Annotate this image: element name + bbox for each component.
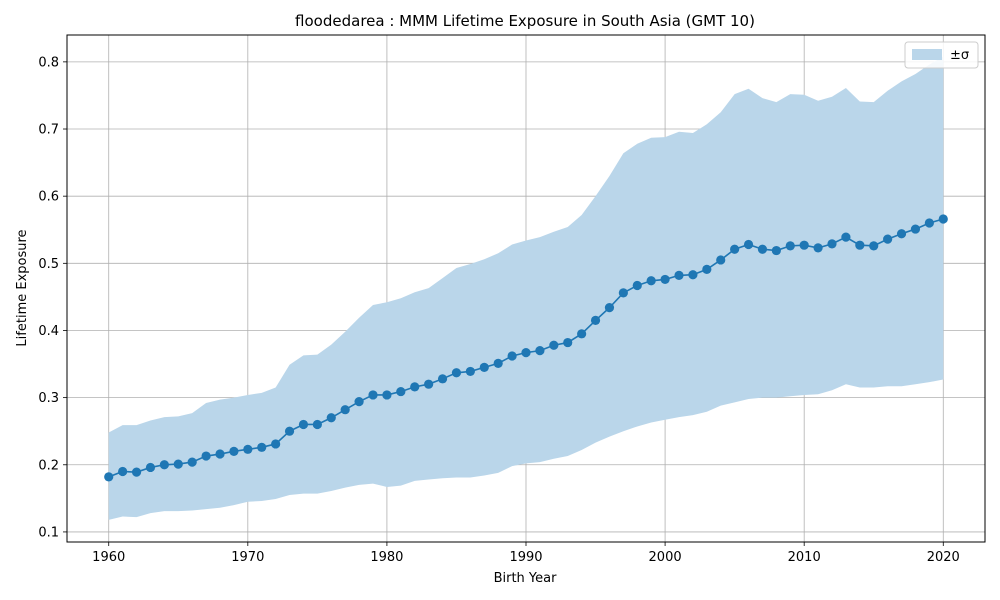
mean-points bbox=[104, 214, 948, 482]
mean-point bbox=[702, 264, 712, 274]
mean-point bbox=[465, 366, 475, 377]
mean-point bbox=[716, 255, 726, 265]
mean-point bbox=[229, 446, 239, 456]
x-tick-label: 1970 bbox=[231, 550, 264, 565]
mean-point bbox=[535, 346, 545, 356]
mean-point bbox=[271, 439, 281, 449]
mean-point bbox=[340, 405, 350, 415]
mean-point bbox=[799, 240, 809, 250]
x-tick-label: 2020 bbox=[927, 550, 960, 565]
y-axis-ticks: 0.1 0.2 0.3 0.4 0.5 0.6 0.7 0.8 bbox=[38, 55, 67, 540]
y-tick-label: 0.5 bbox=[38, 257, 59, 272]
mean-point bbox=[896, 229, 907, 239]
mean-point bbox=[173, 459, 183, 469]
mean-point bbox=[326, 413, 336, 423]
mean-point bbox=[118, 466, 128, 477]
mean-point bbox=[660, 274, 670, 285]
mean-point bbox=[674, 270, 684, 281]
mean-point bbox=[145, 462, 156, 473]
y-tick-label: 0.8 bbox=[38, 55, 59, 70]
mean-point bbox=[632, 280, 642, 291]
mean-point bbox=[507, 351, 517, 361]
x-tick-label: 2010 bbox=[788, 550, 821, 565]
mean-point bbox=[590, 315, 601, 325]
x-tick-label: 1960 bbox=[92, 550, 125, 565]
x-tick-label: 1990 bbox=[509, 550, 542, 565]
mean-point bbox=[521, 348, 531, 358]
x-axis-ticks: 1960 1970 1980 1990 2000 2010 2020 bbox=[92, 542, 960, 565]
mean-point bbox=[159, 460, 169, 470]
mean-point bbox=[604, 303, 615, 313]
mean-point bbox=[730, 244, 740, 254]
mean-point bbox=[354, 397, 364, 407]
y-tick-label: 0.4 bbox=[38, 324, 59, 339]
mean-point bbox=[424, 379, 434, 389]
mean-point bbox=[743, 239, 754, 250]
sigma-band bbox=[108, 56, 944, 520]
mean-point bbox=[298, 419, 309, 430]
y-tick-label: 0.6 bbox=[38, 190, 59, 205]
mean-point bbox=[284, 426, 295, 436]
mean-point bbox=[618, 288, 628, 298]
mean-point bbox=[104, 472, 114, 482]
mean-point bbox=[493, 358, 503, 368]
x-axis-label: Birth Year bbox=[494, 571, 558, 586]
y-axis-label: Lifetime Exposure bbox=[15, 229, 30, 346]
legend-swatch-sigma bbox=[912, 49, 942, 60]
mean-point bbox=[243, 444, 253, 454]
mean-point bbox=[688, 270, 698, 280]
mean-point bbox=[577, 329, 587, 339]
mean-point bbox=[883, 234, 893, 244]
mean-point bbox=[396, 386, 406, 397]
mean-point bbox=[910, 224, 921, 234]
mean-point bbox=[869, 241, 879, 251]
mean-point bbox=[437, 374, 448, 384]
mean-point bbox=[215, 449, 225, 459]
mean-point bbox=[312, 419, 322, 430]
x-tick-label: 1980 bbox=[370, 550, 403, 565]
y-tick-label: 0.3 bbox=[38, 391, 59, 406]
legend-label-sigma: ±σ bbox=[950, 48, 969, 63]
mean-point bbox=[201, 451, 211, 461]
mean-point bbox=[131, 467, 142, 477]
mean-point bbox=[771, 245, 781, 256]
mean-point bbox=[813, 243, 823, 253]
mean-point bbox=[924, 218, 934, 228]
mean-point bbox=[257, 442, 267, 452]
mean-point bbox=[938, 214, 948, 224]
chart-title: floodedarea : MMM Lifetime Exposure in S… bbox=[295, 12, 755, 30]
mean-point bbox=[479, 362, 489, 372]
mean-point bbox=[549, 340, 559, 350]
x-tick-label: 2000 bbox=[649, 550, 682, 565]
mean-point bbox=[757, 244, 768, 254]
mean-point bbox=[646, 276, 656, 286]
mean-point bbox=[855, 240, 865, 250]
mean-point bbox=[827, 239, 837, 249]
mean-point bbox=[382, 390, 392, 400]
mean-point bbox=[785, 241, 795, 251]
y-tick-label: 0.7 bbox=[38, 123, 59, 138]
mean-point bbox=[563, 337, 573, 348]
mean-point bbox=[410, 382, 420, 392]
mean-point bbox=[368, 390, 378, 400]
legend: ±σ bbox=[904, 41, 979, 69]
mean-point bbox=[841, 232, 851, 242]
mean-point bbox=[451, 368, 462, 378]
mean-point bbox=[187, 457, 197, 467]
y-tick-label: 0.1 bbox=[38, 525, 59, 540]
y-tick-label: 0.2 bbox=[38, 458, 59, 473]
sigma-band-area bbox=[108, 56, 944, 520]
